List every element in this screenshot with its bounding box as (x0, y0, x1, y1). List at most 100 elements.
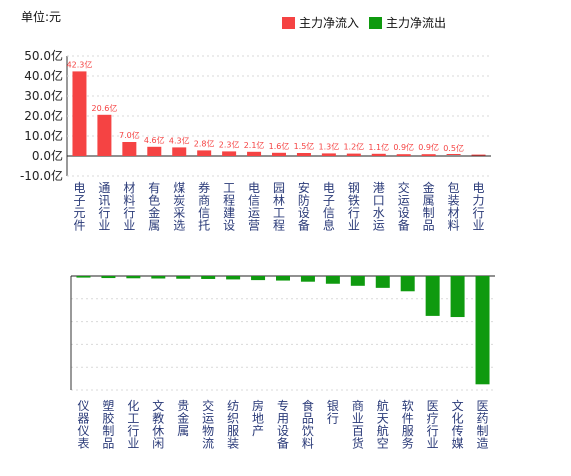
x-tick-label-char: 信 (323, 206, 335, 220)
legend-label-outflow: 主力净流出 (386, 16, 447, 30)
bar-inflow (446, 154, 461, 155)
bar-outflow (176, 276, 191, 279)
data-label: 1.1亿 (368, 142, 389, 152)
bar-outflow (325, 276, 340, 284)
x-tick-label-char: 行 (127, 424, 139, 438)
x-tick-label-char: 设 (298, 206, 310, 220)
x-tick-label-char: 纺 (227, 399, 239, 413)
x-tick-label-char: 货 (352, 436, 364, 451)
x-tick-label-char: 业 (352, 412, 364, 426)
data-label: 0.9亿 (393, 142, 414, 152)
bar-outflow (475, 276, 490, 385)
x-tick-label-char: 软 (402, 399, 414, 413)
bar-outflow (226, 276, 241, 280)
data-label: 42.3亿 (67, 59, 93, 69)
top-y-tick-label: 10.0亿 (24, 128, 63, 143)
x-tick-label-char: 塑 (102, 398, 114, 413)
x-tick-label-char: 件 (73, 219, 85, 233)
x-tick-label-char: 炭 (173, 194, 185, 208)
x-tick-label-char: 产 (252, 424, 264, 438)
x-tick-label-char: 商 (352, 398, 364, 413)
x-tick-label-char: 行 (473, 206, 485, 220)
data-label: 1.3亿 (319, 141, 340, 151)
x-tick-label-char: 属 (148, 219, 160, 233)
x-tick-label-char: 材 (123, 181, 135, 195)
x-tick-label-char: 文 (152, 398, 164, 413)
top-y-tick-label: -10.0亿 (20, 168, 63, 183)
x-tick-label-char: 化 (452, 412, 464, 426)
legend-swatch-inflow (282, 16, 295, 29)
x-tick-label-char: 织 (227, 412, 239, 426)
x-tick-label-char: 行 (348, 206, 360, 220)
x-tick-label-char: 银 (327, 399, 339, 413)
x-tick-label-char: 务 (402, 436, 414, 451)
bar-inflow (321, 153, 336, 156)
bar-inflow (122, 142, 137, 156)
x-tick-label-char: 料 (123, 194, 135, 208)
data-label: 1.2亿 (343, 142, 364, 152)
x-tick-label-char: 运 (248, 206, 260, 220)
x-tick-label-char: 用 (277, 412, 289, 426)
bar-inflow (471, 154, 486, 156)
x-tick-label-char: 业 (127, 437, 139, 451)
x-tick-label-char: 服 (227, 424, 239, 438)
x-tick-label-char: 安 (298, 180, 310, 195)
x-tick-label-char: 行 (427, 424, 439, 438)
x-tick-label-char: 行 (327, 412, 339, 426)
x-tick-label-char: 化 (127, 399, 139, 413)
x-tick-label-char: 备 (298, 219, 310, 233)
x-tick-label-char: 电 (473, 181, 485, 195)
x-tick-label-char: 电 (73, 181, 85, 195)
x-tick-label-char: 业 (427, 437, 439, 451)
data-label: 2.8亿 (194, 138, 215, 148)
x-tick-label-char: 园 (273, 181, 285, 195)
x-tick-label-char: 属 (423, 194, 435, 208)
bar-inflow (97, 114, 112, 156)
x-tick-label-char: 信 (248, 194, 260, 208)
x-tick-label-char: 贵 (177, 399, 189, 413)
x-tick-label-char: 制 (477, 424, 489, 438)
x-tick-label-char: 品 (102, 437, 114, 451)
x-tick-label-char: 电 (323, 181, 335, 195)
x-tick-label-char: 设 (398, 206, 410, 220)
x-tick-label-char: 托 (198, 219, 210, 233)
data-label: 1.6亿 (269, 141, 290, 151)
bar-outflow (201, 276, 216, 279)
x-tick-label-char: 设 (277, 424, 289, 438)
x-tick-label-char: 选 (173, 219, 185, 233)
x-tick-label-char: 钢 (348, 181, 360, 195)
x-tick-label-char: 程 (223, 193, 235, 208)
x-tick-label-char: 闲 (152, 437, 164, 451)
x-tick-label-char: 金 (148, 205, 160, 220)
x-tick-label-char: 地 (252, 412, 264, 426)
bar-inflow (346, 153, 361, 156)
x-tick-label-char: 器 (77, 412, 89, 426)
x-tick-label-char: 信 (198, 206, 210, 220)
x-tick-label-char: 业 (348, 219, 360, 233)
legend-item-outflow[interactable]: 主力净流出 (369, 14, 446, 31)
x-tick-label-char: 券 (198, 180, 210, 195)
top-y-tick-label: 30.0亿 (24, 88, 63, 103)
x-tick-label-char: 表 (77, 437, 89, 451)
bar-outflow (300, 276, 315, 282)
x-tick-label-char: 业 (123, 219, 135, 233)
bar-inflow (222, 151, 237, 156)
legend-item-inflow[interactable]: 主力净流入 (282, 14, 359, 31)
bar-inflow (296, 153, 311, 156)
top-y-tick-label: 50.0亿 (24, 48, 63, 63)
bar-outflow (425, 276, 440, 316)
x-tick-label-char: 医 (427, 399, 439, 413)
x-tick-label-char: 天 (377, 412, 389, 426)
x-tick-label-char: 制 (423, 206, 435, 220)
legend-label-inflow: 主力净流入 (299, 16, 360, 30)
data-label: 4.3亿 (169, 135, 190, 145)
x-tick-label-char: 港 (373, 181, 385, 195)
top-y-tick-label: 0.0亿 (32, 148, 63, 163)
x-tick-label-char: 通 (98, 181, 110, 195)
x-tick-label-char: 品 (302, 412, 314, 426)
bar-outflow (276, 276, 290, 281)
bar-inflow (421, 154, 436, 156)
x-tick-label-char: 行 (98, 206, 110, 220)
x-tick-label-char: 航 (377, 398, 389, 413)
